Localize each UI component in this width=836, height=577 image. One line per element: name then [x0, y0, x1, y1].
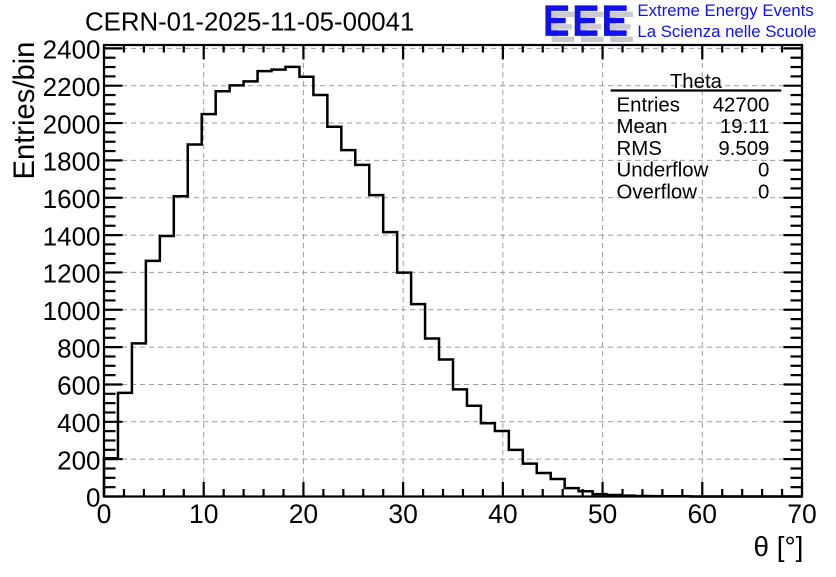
svg-text:9.509: 9.509: [718, 138, 769, 160]
svg-text:10: 10: [189, 499, 218, 529]
svg-text:Overflow: Overflow: [617, 181, 698, 203]
svg-text:Entries: Entries: [617, 95, 680, 117]
svg-text:60: 60: [688, 499, 717, 529]
svg-text:42700: 42700: [713, 95, 770, 117]
svg-text:0: 0: [758, 181, 769, 203]
svg-text:Underflow: Underflow: [617, 160, 709, 182]
svg-text:Theta: Theta: [670, 71, 723, 93]
svg-text:600: 600: [57, 371, 100, 401]
svg-text:1400: 1400: [43, 221, 101, 251]
svg-text:θ [°]: θ [°]: [754, 531, 804, 562]
svg-text:1800: 1800: [43, 147, 101, 177]
svg-text:1600: 1600: [43, 184, 101, 214]
svg-text:0: 0: [86, 483, 100, 513]
svg-text:CERN-01-2025-11-05-00041: CERN-01-2025-11-05-00041: [85, 9, 414, 37]
svg-text:0: 0: [758, 160, 769, 182]
svg-text:800: 800: [57, 333, 100, 363]
svg-text:40: 40: [488, 499, 517, 529]
svg-text:La Scienza nelle Scuole: La Scienza nelle Scuole: [637, 22, 816, 41]
svg-text:Extreme Energy Events: Extreme Energy Events: [637, 1, 813, 20]
svg-text:0: 0: [97, 499, 112, 529]
svg-text:50: 50: [588, 499, 617, 529]
svg-text:19.11: 19.11: [720, 116, 770, 138]
svg-text:RMS: RMS: [617, 138, 662, 160]
svg-text:Entries/bin: Entries/bin: [9, 42, 41, 180]
svg-text:2400: 2400: [43, 35, 101, 65]
svg-text:30: 30: [388, 499, 417, 529]
svg-text:1000: 1000: [43, 296, 101, 326]
svg-text:Mean: Mean: [617, 116, 668, 138]
svg-text:20: 20: [289, 499, 318, 529]
svg-text:400: 400: [57, 408, 100, 438]
svg-text:2000: 2000: [43, 109, 101, 139]
svg-text:1200: 1200: [43, 259, 101, 289]
svg-text:2200: 2200: [43, 72, 101, 102]
svg-text:70: 70: [787, 499, 816, 529]
svg-text:200: 200: [57, 445, 100, 475]
